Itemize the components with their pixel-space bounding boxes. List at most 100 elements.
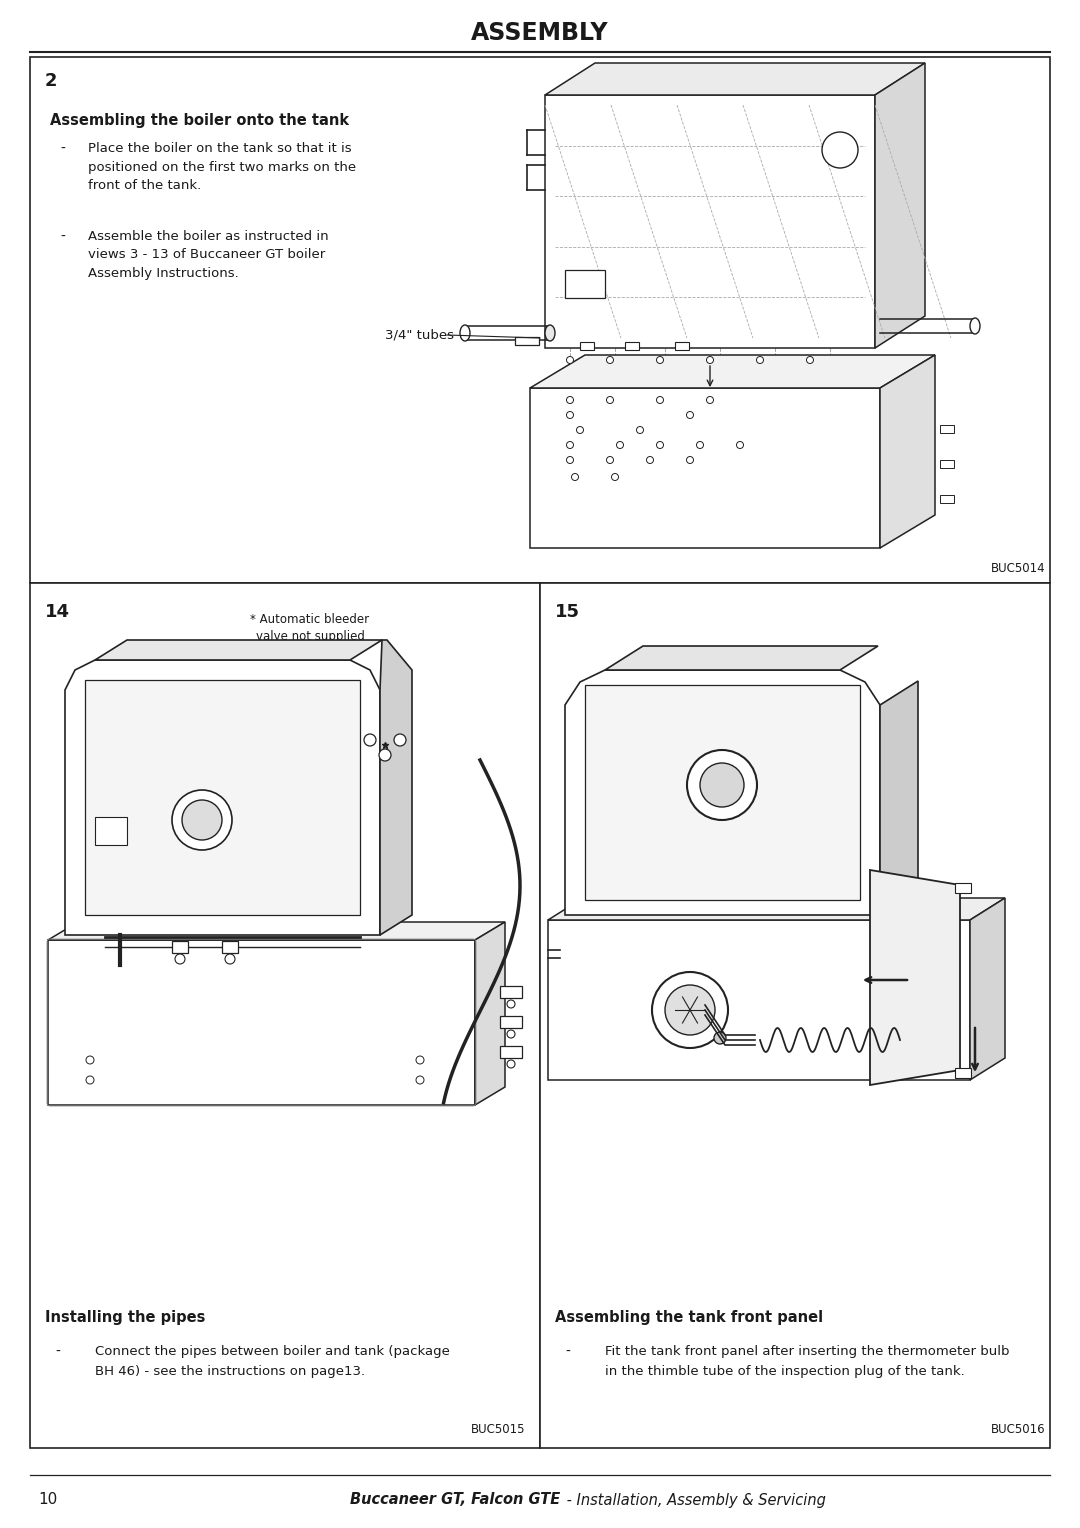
Text: Buccaneer GT, Falcon GTE: Buccaneer GT, Falcon GTE bbox=[350, 1493, 561, 1508]
Circle shape bbox=[652, 972, 728, 1048]
Text: 2: 2 bbox=[45, 72, 57, 90]
Circle shape bbox=[687, 411, 693, 419]
Text: 14: 14 bbox=[45, 604, 70, 620]
Bar bbox=[540, 584, 1050, 1449]
Polygon shape bbox=[65, 660, 380, 935]
Circle shape bbox=[507, 1030, 515, 1038]
Circle shape bbox=[571, 474, 579, 480]
Text: Installing the pipes: Installing the pipes bbox=[45, 1309, 205, 1325]
Text: Assembling the boiler onto the tank: Assembling the boiler onto the tank bbox=[50, 113, 349, 128]
Circle shape bbox=[657, 396, 663, 403]
Bar bbox=[500, 1016, 522, 1028]
Bar bbox=[940, 495, 954, 503]
Bar bbox=[172, 941, 188, 953]
Ellipse shape bbox=[460, 325, 470, 341]
Circle shape bbox=[567, 457, 573, 463]
Bar bbox=[955, 1068, 971, 1077]
Bar bbox=[955, 883, 971, 892]
Bar bbox=[95, 817, 127, 845]
Text: BUC5014: BUC5014 bbox=[990, 562, 1045, 575]
Circle shape bbox=[647, 457, 653, 463]
Text: 3/4" tubes: 3/4" tubes bbox=[384, 329, 454, 341]
Bar bbox=[500, 986, 522, 998]
Circle shape bbox=[665, 986, 715, 1034]
Circle shape bbox=[636, 426, 644, 434]
Circle shape bbox=[86, 1056, 94, 1063]
Text: 15: 15 bbox=[555, 604, 580, 620]
Circle shape bbox=[697, 442, 703, 449]
Circle shape bbox=[567, 442, 573, 449]
Text: Fit the tank front panel after inserting the thermometer bulb: Fit the tank front panel after inserting… bbox=[605, 1345, 1010, 1358]
Text: ASSEMBLY: ASSEMBLY bbox=[471, 21, 609, 44]
Text: - Installation, Assembly & Servicing: - Installation, Assembly & Servicing bbox=[562, 1493, 826, 1508]
Circle shape bbox=[416, 1076, 424, 1083]
Circle shape bbox=[607, 396, 613, 403]
Text: BH 46) - see the instructions on page13.: BH 46) - see the instructions on page13. bbox=[95, 1365, 365, 1378]
Text: -: - bbox=[60, 231, 65, 244]
Circle shape bbox=[687, 750, 757, 821]
Circle shape bbox=[706, 356, 714, 364]
Circle shape bbox=[567, 411, 573, 419]
Ellipse shape bbox=[545, 325, 555, 341]
Circle shape bbox=[607, 356, 613, 364]
Polygon shape bbox=[48, 921, 505, 940]
Bar bbox=[548, 920, 970, 1080]
Circle shape bbox=[756, 356, 764, 364]
Bar bbox=[580, 342, 594, 350]
Text: Assembling the tank front panel: Assembling the tank front panel bbox=[555, 1309, 823, 1325]
Bar bbox=[515, 338, 539, 345]
Circle shape bbox=[394, 733, 406, 746]
Bar bbox=[30, 57, 1050, 584]
Bar bbox=[85, 680, 360, 915]
Polygon shape bbox=[880, 354, 935, 549]
Polygon shape bbox=[545, 63, 924, 95]
Text: -: - bbox=[565, 1345, 570, 1358]
Circle shape bbox=[416, 1056, 424, 1063]
Text: -: - bbox=[55, 1345, 59, 1358]
Polygon shape bbox=[875, 63, 924, 348]
Circle shape bbox=[700, 762, 744, 807]
Bar bbox=[625, 342, 639, 350]
Polygon shape bbox=[970, 898, 1005, 1080]
Bar bbox=[222, 941, 238, 953]
Bar bbox=[585, 685, 860, 900]
Circle shape bbox=[567, 396, 573, 403]
Circle shape bbox=[607, 457, 613, 463]
Polygon shape bbox=[870, 869, 960, 1085]
Circle shape bbox=[611, 474, 619, 480]
Text: -: - bbox=[60, 142, 65, 156]
Bar bbox=[940, 460, 954, 468]
Circle shape bbox=[507, 1060, 515, 1068]
Circle shape bbox=[737, 442, 743, 449]
Bar bbox=[565, 270, 605, 298]
Circle shape bbox=[225, 953, 235, 964]
Polygon shape bbox=[380, 640, 411, 935]
Circle shape bbox=[175, 953, 185, 964]
Circle shape bbox=[617, 442, 623, 449]
Polygon shape bbox=[565, 669, 880, 915]
Text: Connect the pipes between boiler and tank (package: Connect the pipes between boiler and tan… bbox=[95, 1345, 450, 1358]
Circle shape bbox=[577, 426, 583, 434]
Polygon shape bbox=[475, 921, 505, 1105]
Polygon shape bbox=[605, 646, 878, 669]
Bar bbox=[545, 95, 875, 348]
Circle shape bbox=[714, 1031, 726, 1044]
Polygon shape bbox=[95, 640, 382, 660]
Text: in the thimble tube of the inspection plug of the tank.: in the thimble tube of the inspection pl… bbox=[605, 1365, 964, 1378]
Bar bbox=[48, 940, 475, 1105]
Ellipse shape bbox=[970, 318, 980, 335]
Text: BUC5015: BUC5015 bbox=[471, 1423, 525, 1436]
Text: * Automatic bleeder
valve not supplied: * Automatic bleeder valve not supplied bbox=[251, 613, 369, 643]
Circle shape bbox=[822, 131, 858, 168]
Circle shape bbox=[657, 442, 663, 449]
Text: Assemble the boiler as instructed in
views 3 - 13 of Buccaneer GT boiler
Assembl: Assemble the boiler as instructed in vie… bbox=[87, 231, 328, 280]
Circle shape bbox=[183, 801, 222, 840]
Bar bbox=[530, 388, 880, 549]
Circle shape bbox=[567, 356, 573, 364]
Bar bbox=[30, 584, 540, 1449]
Bar bbox=[500, 1047, 522, 1057]
Circle shape bbox=[364, 733, 376, 746]
Polygon shape bbox=[530, 354, 935, 388]
Circle shape bbox=[706, 396, 714, 403]
Circle shape bbox=[807, 356, 813, 364]
